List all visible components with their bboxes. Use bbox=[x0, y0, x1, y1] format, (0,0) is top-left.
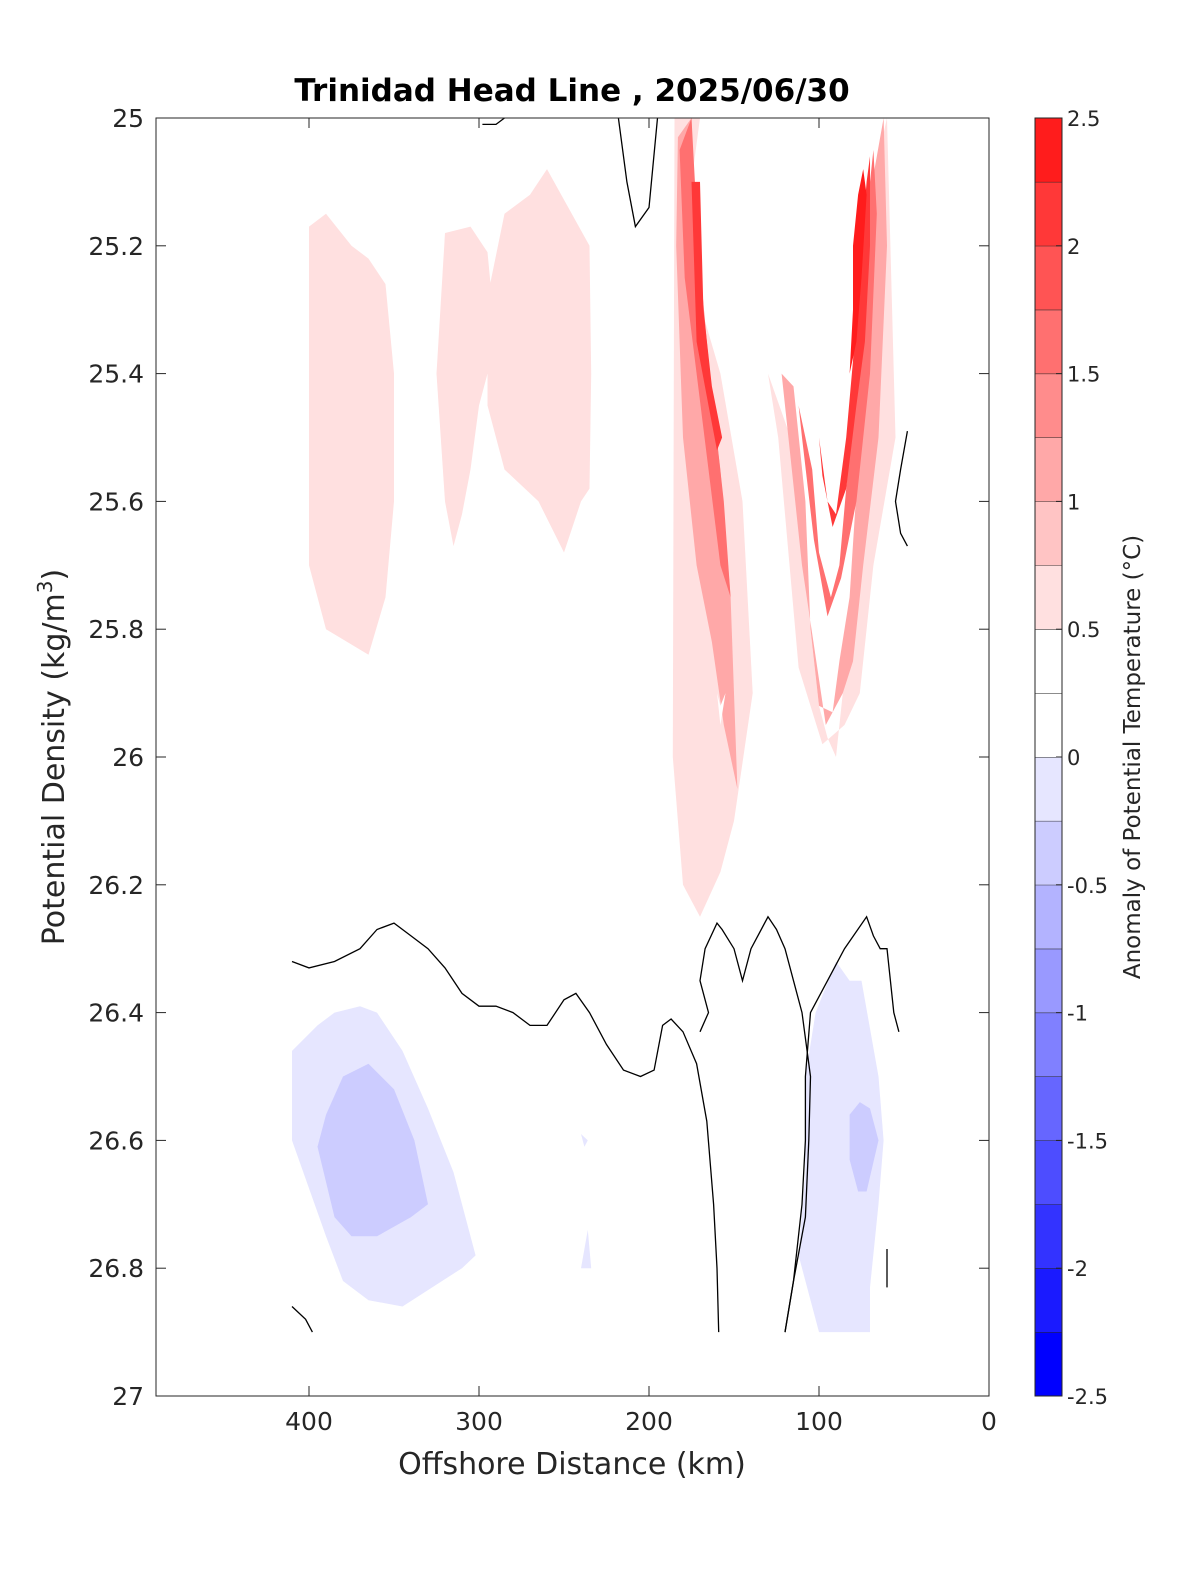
zero-contour-line-6 bbox=[894, 430, 909, 547]
colorbar-block-11 bbox=[1035, 629, 1062, 694]
zero-contour-line-4 bbox=[699, 915, 812, 1333]
contour-fill-14 bbox=[717, 693, 726, 725]
colorbar-blocks bbox=[1035, 118, 1062, 1396]
zero-contour-line-3 bbox=[617, 117, 659, 229]
contour-fill-4 bbox=[487, 169, 592, 553]
contour-fill-18 bbox=[798, 961, 884, 1333]
contour-fill-19 bbox=[317, 1063, 428, 1237]
x-tick-label: 300 bbox=[455, 1407, 503, 1436]
colorbar-block-5 bbox=[1035, 1012, 1062, 1077]
contour-fill-8 bbox=[781, 118, 887, 725]
zero-contour-line-2 bbox=[482, 117, 505, 126]
zero-contour-line-5 bbox=[784, 915, 900, 1333]
colorbar-tick-label: 0.5 bbox=[1067, 618, 1100, 642]
y-axis-label-main: Potential Density (kg/m bbox=[37, 593, 72, 945]
contour-fill-17 bbox=[581, 1229, 592, 1269]
colorbar-block-18 bbox=[1035, 181, 1062, 246]
contour-fill-2 bbox=[309, 213, 394, 655]
zero-contour-line-0 bbox=[291, 922, 720, 1333]
contour-fill-16 bbox=[581, 1134, 588, 1147]
colorbar-tick-label: 2 bbox=[1067, 235, 1080, 259]
x-axis-label: Offshore Distance (km) bbox=[398, 1447, 746, 1482]
colorbar-block-12 bbox=[1035, 565, 1062, 630]
y-axis-label-close: ) bbox=[37, 569, 72, 581]
x-tick-label: 200 bbox=[625, 1407, 673, 1436]
colorbar-block-2 bbox=[1035, 1204, 1062, 1269]
contour-fill-11 bbox=[691, 181, 723, 451]
colorbar: 2.5 2 1.5 1 0.5 0 -0.5 -1 -1.5 -2 -2.5 bbox=[1034, 107, 1108, 1409]
colorbar-block-4 bbox=[1035, 1076, 1062, 1141]
axis-ticks: 400 300 200 100 0 25 25.2 25.4 25.6 25.8 26 26.2 26.… bbox=[88, 104, 997, 1436]
y-tick-label: 26.8 bbox=[88, 1254, 144, 1283]
colorbar-block-6 bbox=[1035, 948, 1062, 1013]
zero-contour-lines bbox=[291, 117, 909, 1333]
y-tick-label: 25 bbox=[112, 104, 144, 133]
colorbar-tick-label: 1 bbox=[1067, 490, 1080, 514]
colorbar-tick-label: -1 bbox=[1067, 1002, 1088, 1026]
contour-fill-12 bbox=[819, 156, 870, 528]
colorbar-tick-label: 0 bbox=[1067, 746, 1080, 770]
x-tick-label: 100 bbox=[795, 1407, 843, 1436]
colorbar-tick-label: -1.5 bbox=[1067, 1129, 1108, 1153]
colorbar-block-13 bbox=[1035, 501, 1062, 566]
colorbar-tick-label: 1.5 bbox=[1067, 363, 1100, 387]
y-tick-label: 25.2 bbox=[88, 232, 144, 261]
y-tick-label: 25.4 bbox=[88, 360, 144, 389]
y-axis-label: Potential Density (kg/m3) bbox=[33, 569, 72, 945]
colorbar-block-17 bbox=[1035, 245, 1062, 310]
filled-contours bbox=[292, 118, 908, 1333]
colorbar-block-3 bbox=[1035, 1140, 1062, 1205]
contour-fill-13 bbox=[849, 169, 867, 374]
contour-fill-20 bbox=[849, 1102, 879, 1192]
contour-fill-6 bbox=[768, 118, 896, 757]
y-tick-label: 25.6 bbox=[88, 487, 144, 516]
y-tick-label: 26.6 bbox=[88, 1126, 144, 1155]
x-tick-label: 0 bbox=[981, 1407, 997, 1436]
colorbar-block-15 bbox=[1035, 373, 1062, 438]
colorbar-tick-label: -2 bbox=[1067, 1257, 1088, 1281]
contour-fill-3 bbox=[436, 226, 496, 547]
colorbar-block-16 bbox=[1035, 309, 1062, 374]
colorbar-tick-label: -0.5 bbox=[1067, 874, 1108, 898]
y-tick-label: 26 bbox=[112, 743, 144, 772]
x-tick-label: 400 bbox=[285, 1407, 333, 1436]
colorbar-block-19 bbox=[1035, 118, 1062, 182]
colorbar-block-0 bbox=[1035, 1332, 1062, 1396]
colorbar-block-8 bbox=[1035, 820, 1062, 885]
zero-contour-line-1 bbox=[291, 1306, 313, 1333]
colorbar-ticks: 2.5 2 1.5 1 0.5 0 -0.5 -1 -1.5 -2 -2.5 bbox=[1056, 107, 1108, 1409]
colorbar-tick-label: 2.5 bbox=[1067, 107, 1100, 131]
y-axis-label-superscript: 3 bbox=[33, 580, 57, 593]
y-tick-label: 25.8 bbox=[88, 615, 144, 644]
colorbar-block-9 bbox=[1035, 757, 1062, 821]
colorbar-tick-label: -2.5 bbox=[1067, 1385, 1108, 1409]
plot-area: 400 300 200 100 0 25 25.2 25.4 25.6 25.8 26 26.2 26.… bbox=[88, 104, 997, 1436]
colorbar-block-14 bbox=[1035, 437, 1062, 502]
y-tick-label: 26.4 bbox=[88, 999, 144, 1028]
chart-title: Trinidad Head Line , 2025/06/30 bbox=[294, 73, 849, 109]
colorbar-block-7 bbox=[1035, 884, 1062, 949]
colorbar-block-10 bbox=[1035, 693, 1062, 757]
y-tick-label: 26.2 bbox=[88, 871, 144, 900]
colorbar-label: Anomaly of Potential Temperature (°C) bbox=[1120, 535, 1146, 979]
y-tick-label: 27 bbox=[112, 1382, 144, 1411]
colorbar-block-1 bbox=[1035, 1268, 1062, 1333]
